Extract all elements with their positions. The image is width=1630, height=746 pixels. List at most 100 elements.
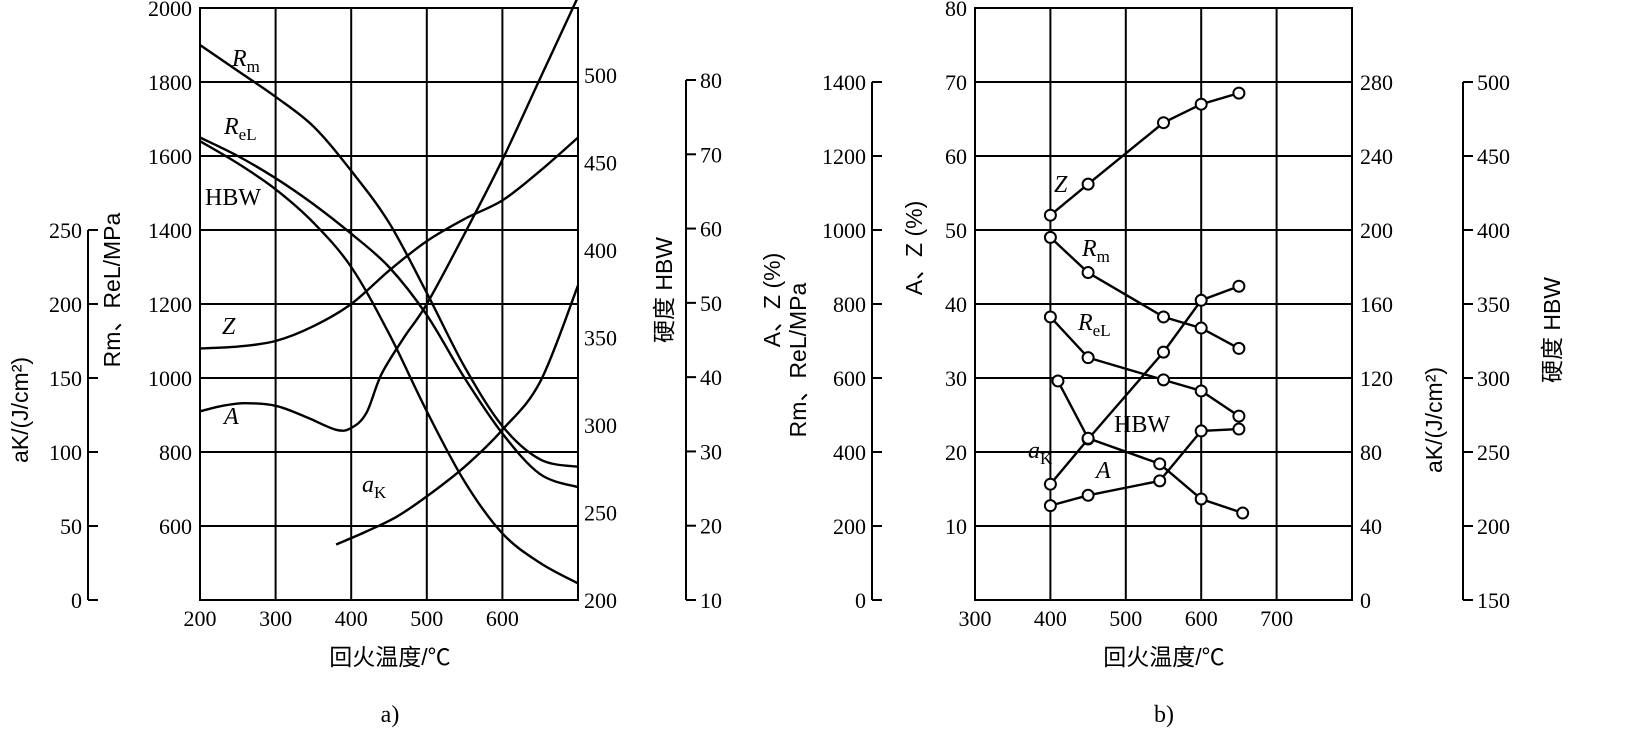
strength-tick-label: 1000 [148, 366, 192, 391]
data-point-HBW [1043, 477, 1057, 491]
data-point-aK [1236, 506, 1250, 520]
strength-tick-label: 1800 [148, 70, 192, 95]
strength-axis-title: Rm、ReL/MPa [785, 282, 811, 437]
data-point-Z [1232, 86, 1246, 100]
data-point-Rm [1157, 310, 1170, 324]
hbw-axis-title: 硬度 HBW [1539, 277, 1565, 383]
hbw-tick-label: 250 [1477, 440, 1510, 465]
hbw-tick-label: 200 [584, 588, 617, 613]
ak-tick-label: 250 [49, 218, 82, 243]
az-tick-label: 30 [700, 439, 722, 464]
ak-tick-label: 80 [1360, 440, 1382, 465]
data-point-A [1081, 488, 1095, 502]
data-point-aK [1051, 374, 1065, 388]
hbw-axis-title: 硬度 HBW [651, 237, 677, 343]
series-line-ReL [199, 136, 579, 489]
strength-tick-label: 600 [833, 366, 866, 391]
panel-a-series [199, 0, 580, 585]
strength-tick-label: 1400 [148, 218, 192, 243]
data-point-Z [1194, 97, 1208, 111]
data-point-ReL [1232, 409, 1246, 423]
az-tick-label: 10 [945, 514, 967, 539]
panel-label: b) [1154, 702, 1174, 728]
data-point-aK [1081, 431, 1095, 445]
x-tick-label: 600 [1185, 606, 1218, 631]
strength-tick-label: 1400 [822, 70, 866, 95]
az-tick-label: 50 [700, 291, 722, 316]
az-tick-label: 80 [700, 68, 722, 93]
ak-tick-label: 0 [71, 588, 82, 613]
series-label-HBW: HBW [1114, 412, 1170, 438]
panel-b-grid [975, 8, 1352, 600]
series-label-Z: Z [222, 314, 236, 340]
series-label-Rm: Rm [1081, 236, 1110, 266]
ak-tick-label: 120 [1360, 366, 1393, 391]
az-tick-label: 30 [945, 366, 967, 391]
hbw-tick-label: 150 [1477, 588, 1510, 613]
az-axis-title: A、Z (%) [901, 201, 927, 296]
panel-label: a) [381, 702, 400, 728]
x-tick-label: 500 [1109, 606, 1142, 631]
strength-tick-label: 800 [159, 440, 192, 465]
data-point-HBW [1194, 293, 1208, 307]
hbw-tick-label: 250 [584, 501, 617, 526]
strength-tick-label: 200 [833, 514, 866, 539]
series-label-Rm: Rm [231, 46, 260, 76]
data-point-ReL [1194, 384, 1208, 398]
series-line-A [199, 0, 578, 432]
az-tick-label: 40 [945, 292, 967, 317]
hbw-tick-label: 400 [584, 238, 617, 263]
strength-tick-label: 600 [159, 514, 192, 539]
strength-tick-label: 1200 [148, 292, 192, 317]
series-line-aK [335, 285, 580, 546]
ak-tick-label: 280 [1360, 70, 1393, 95]
ak-tick-label: 200 [1360, 218, 1393, 243]
hbw-tick-label: 200 [1477, 514, 1510, 539]
series-line-A [1050, 427, 1239, 507]
data-point-A [1153, 474, 1167, 488]
data-point-A [1043, 499, 1057, 513]
ak-tick-label: 200 [49, 292, 82, 317]
ak-axis-title: aK/(J/cm²) [7, 357, 33, 463]
hbw-tick-label: 300 [1477, 366, 1510, 391]
series-label-A: A [222, 404, 239, 430]
data-point-aK [1194, 492, 1208, 506]
panel-b-chart: 300 400 500 600 700回火温度/℃b)10203040506070800… [785, 0, 1565, 728]
ak-axis-title: aK/(J/cm²) [1421, 367, 1447, 473]
data-point-Rm [1194, 321, 1208, 335]
strength-tick-label: 1200 [822, 144, 866, 169]
data-point-ReL [1157, 373, 1170, 387]
az-tick-label: 40 [700, 365, 722, 390]
hbw-tick-label: 400 [1477, 218, 1510, 243]
az-tick-label: 10 [700, 588, 722, 613]
series-line-Rm [199, 44, 579, 468]
data-point-HBW [1232, 279, 1246, 293]
x-tick-label: 700 [1260, 606, 1293, 631]
data-point-Rm [1232, 341, 1246, 355]
data-point-HBW [1157, 345, 1170, 359]
panel-b-frame [974, 7, 1353, 601]
az-tick-label: 20 [945, 440, 967, 465]
data-point-Z [1157, 116, 1170, 130]
ak-tick-label: 150 [49, 366, 82, 391]
hbw-tick-label: 350 [1477, 292, 1510, 317]
strength-tick-label: 2000 [148, 0, 192, 21]
x-tick-label: 200 [184, 606, 217, 631]
series-line-Z [199, 136, 579, 350]
az-tick-label: 70 [945, 70, 967, 95]
ak-tick-label: 0 [1360, 588, 1371, 613]
x-axis-label: 回火温度/℃ [329, 644, 450, 670]
ak-tick-label: 40 [1360, 514, 1382, 539]
az-tick-label: 70 [700, 142, 722, 167]
strength-tick-label: 400 [833, 440, 866, 465]
series-label-Z: Z [1054, 172, 1068, 198]
ak-tick-label: 160 [1360, 292, 1393, 317]
data-point-A [1194, 424, 1208, 438]
strength-tick-label: 1600 [148, 144, 192, 169]
data-point-Rm [1081, 266, 1095, 280]
hbw-tick-label: 450 [584, 151, 617, 176]
series-line-HBW [199, 140, 579, 585]
x-tick-label: 300 [959, 606, 992, 631]
az-tick-label: 80 [945, 0, 967, 21]
